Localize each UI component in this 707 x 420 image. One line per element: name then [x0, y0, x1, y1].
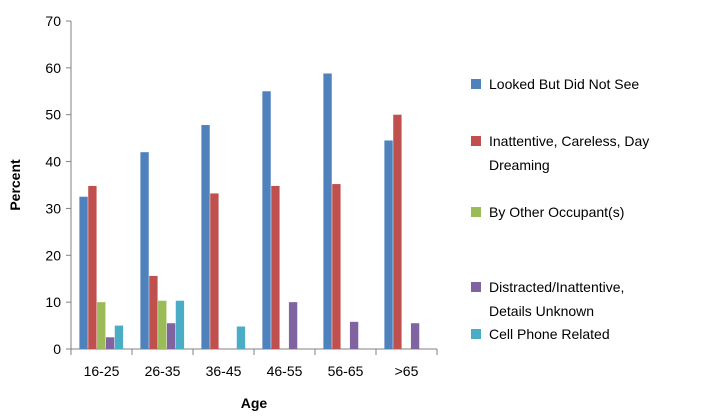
legend-swatch — [471, 282, 481, 292]
y-tick-label: 30 — [45, 200, 61, 216]
legend-label: By Other Occupant(s) — [489, 204, 624, 220]
legend-swatch — [471, 79, 481, 89]
legend-label: Cell Phone Related — [489, 326, 610, 342]
legend-swatch — [471, 329, 481, 339]
legend-label: Inattentive, Careless, Day — [489, 133, 649, 149]
bar — [140, 152, 149, 349]
bar — [158, 300, 167, 349]
legend-label: Looked But Did Not See — [489, 76, 639, 92]
x-tick-label: >65 — [395, 363, 419, 379]
bar — [175, 300, 185, 349]
bar — [166, 323, 176, 349]
bars — [79, 73, 420, 350]
bar — [114, 325, 124, 349]
y-axis-title: Percent — [7, 159, 23, 211]
y-tick-label: 40 — [45, 154, 61, 170]
y-tick-label: 0 — [53, 341, 61, 357]
bar — [393, 114, 402, 349]
bar — [97, 302, 106, 349]
x-tick-label: 56-65 — [328, 363, 364, 379]
legend-label: Distracted/Inattentive, — [489, 279, 624, 295]
legend: Looked But Did Not See Inattentive, Carel… — [471, 76, 649, 342]
y-tick-label: 50 — [45, 107, 61, 123]
x-axis-title: Age — [241, 395, 268, 411]
bar — [332, 184, 341, 349]
y-tick-label: 10 — [45, 294, 61, 310]
x-tick-label: 36-45 — [206, 363, 242, 379]
bar — [201, 125, 210, 349]
x-axis-ticks: 16-25 26-35 36-45 46-55 56-65 >65 — [70, 349, 438, 379]
bar — [210, 193, 219, 349]
y-tick-label: 70 — [45, 13, 61, 29]
bar — [410, 323, 420, 349]
axes — [70, 21, 437, 350]
y-tick-label: 60 — [45, 60, 61, 76]
bar — [349, 321, 359, 349]
x-tick-label: 16-25 — [84, 363, 120, 379]
bar — [288, 302, 298, 349]
x-tick-label: 26-35 — [145, 363, 181, 379]
legend-swatch — [471, 136, 481, 146]
bar — [271, 185, 280, 349]
bar — [236, 326, 246, 349]
y-tick-label: 20 — [45, 247, 61, 263]
bar — [384, 140, 393, 349]
bar — [323, 73, 332, 349]
x-tick-label: 46-55 — [267, 363, 303, 379]
bar — [105, 337, 115, 349]
bar — [262, 91, 271, 350]
bar — [88, 185, 97, 349]
legend-label: Dreaming — [489, 157, 550, 173]
legend-label: Details Unknown — [489, 303, 594, 319]
bar — [149, 275, 158, 349]
legend-swatch — [471, 207, 481, 217]
bar — [79, 196, 88, 349]
y-axis-ticks: 0 10 20 30 40 50 60 70 — [45, 13, 71, 357]
